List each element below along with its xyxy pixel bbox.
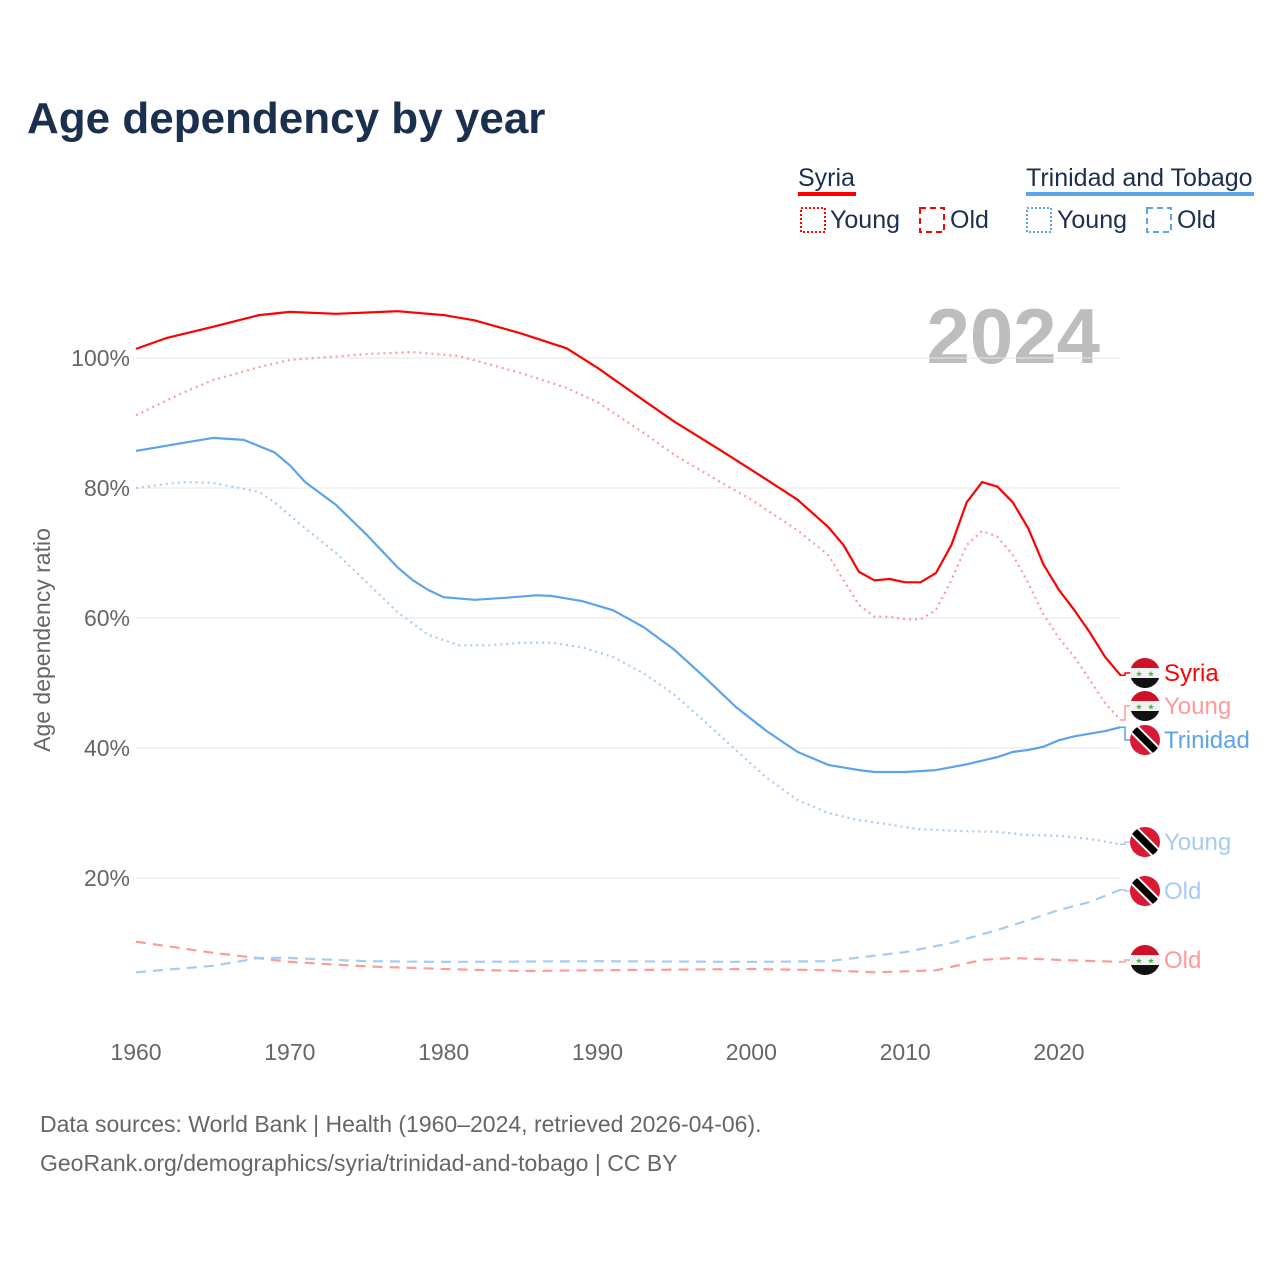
end-label-syria: Syria [1120, 658, 1219, 688]
end-label-text: Trinidad [1164, 727, 1250, 754]
legend-item-old: Old [950, 206, 989, 234]
legend-item-young: Young [830, 206, 900, 234]
x-tick-label: 2020 [1033, 1039, 1084, 1065]
legend-underline [798, 192, 856, 196]
legend: Syria Young Old Trinidad and Tobago Youn… [798, 164, 1254, 234]
syria-flag-icon [1130, 658, 1160, 688]
series-line-syria[interactable] [135, 310, 1122, 676]
legend-country-trinidad: Trinidad and Tobago [1026, 164, 1253, 192]
source-url[interactable]: GeoRank.org/demographics/syria/trinidad-… [40, 1150, 678, 1176]
x-tick-label: 1970 [264, 1039, 315, 1065]
syria-flag-icon [1130, 691, 1160, 721]
legend-group-trinidad[interactable]: Trinidad and Tobago Young Old [1026, 164, 1254, 234]
trinidad-flag-icon [1130, 827, 1160, 857]
legend-underline [1026, 192, 1254, 196]
legend-group-syria[interactable]: Syria Young Old [798, 164, 989, 234]
legend-swatch-dashed [919, 207, 945, 233]
end-label-syria-old: Old [1120, 945, 1201, 975]
y-axis-label: Age dependency ratio [29, 528, 55, 752]
label-connector [1120, 841, 1131, 845]
end-label-trinidad-and-tobago: Trinidad [1120, 725, 1250, 755]
end-label-text: Syria [1164, 660, 1219, 687]
legend-item-old: Old [1177, 206, 1216, 234]
legend-swatch-dotted [800, 207, 826, 233]
end-label-trinidad-and-tobago-old: Old [1120, 876, 1201, 906]
year-label: 2024 [926, 292, 1100, 380]
legend-swatch-dashed [1146, 207, 1172, 233]
legend-item-young: Young [1057, 206, 1127, 234]
end-label-trinidad-and-tobago-young: Young [1120, 827, 1231, 857]
series-line-syria-young[interactable] [135, 351, 1122, 721]
x-tick-label: 1960 [110, 1039, 161, 1065]
end-label-text: Old [1164, 947, 1201, 974]
y-tick-label: 20% [84, 865, 130, 891]
end-label-syria-young: Young [1120, 691, 1231, 721]
end-label-text: Old [1164, 878, 1201, 905]
legend-country-syria: Syria [798, 164, 855, 192]
label-connector [1120, 888, 1131, 892]
label-connector [1120, 672, 1131, 676]
x-tick-label: 2010 [880, 1039, 931, 1065]
source-line: Data sources: World Bank | Health (1960–… [40, 1111, 762, 1137]
chart-title: Age dependency by year [27, 94, 545, 143]
series-line-trinidad-and-tobago-old[interactable] [135, 888, 1121, 974]
series-line-trinidad-and-tobago-young[interactable] [135, 481, 1121, 846]
label-connector [1120, 705, 1131, 721]
series-line-trinidad-and-tobago[interactable] [135, 436, 1121, 774]
x-tick-label: 2000 [726, 1039, 777, 1065]
y-tick-label: 80% [84, 475, 130, 501]
end-label-text: Young [1164, 693, 1231, 720]
x-tick-label: 1990 [572, 1039, 623, 1065]
label-connector [1120, 726, 1131, 741]
trinidad-flag-icon [1130, 876, 1160, 906]
series-line-syria-old[interactable] [135, 940, 1121, 974]
y-tick-label: 100% [71, 345, 130, 371]
trinidad-flag-icon [1130, 725, 1160, 755]
x-tick-label: 1980 [418, 1039, 469, 1065]
syria-flag-icon [1130, 945, 1160, 975]
end-label-text: Young [1164, 829, 1231, 856]
legend-swatch-dotted [1026, 207, 1052, 233]
y-tick-label: 60% [84, 605, 130, 631]
label-connector [1120, 959, 1131, 963]
y-tick-label: 40% [84, 735, 130, 761]
